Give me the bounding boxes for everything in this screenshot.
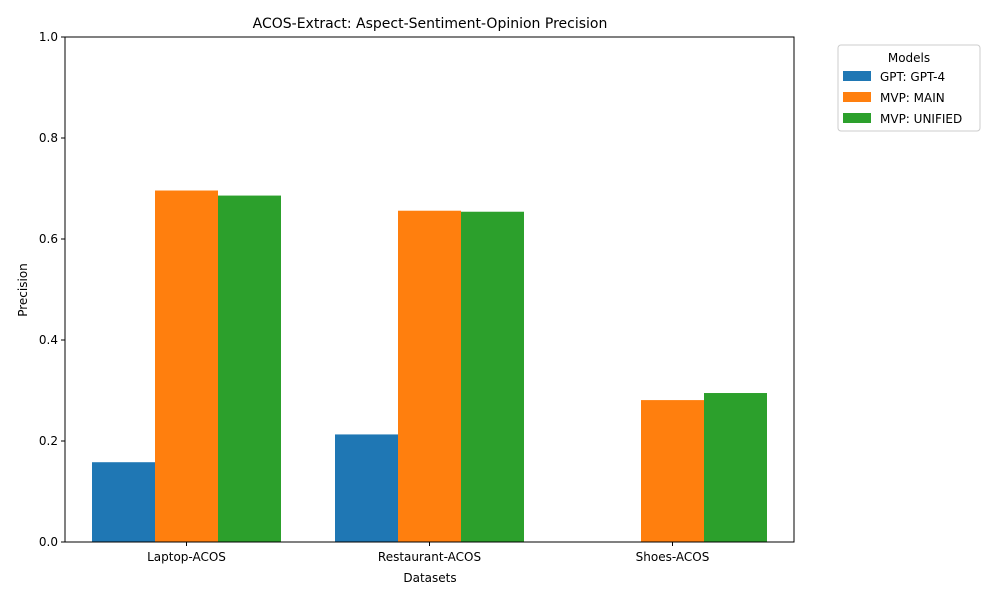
bar-mvp-main-restaurant-acos [398,210,461,542]
y-tick-label: 0.4 [39,333,58,347]
bar-mvp-main-shoes-acos [641,400,704,542]
x-tick-label: Laptop-ACOS [147,550,226,564]
y-tick-label: 0.0 [39,535,58,549]
legend-swatch [843,113,871,123]
x-tick-label: Restaurant-ACOS [378,550,481,564]
y-tick-label: 1.0 [39,30,58,44]
bar-mvp-main-laptop-acos [155,190,218,542]
bar-mvp-unified-laptop-acos [218,195,281,542]
x-tick-label: Shoes-ACOS [636,550,710,564]
chart-title: ACOS-Extract: Aspect-Sentiment-Opinion P… [253,16,608,32]
y-tick-label: 0.6 [39,232,58,246]
legend-swatch [843,92,871,102]
y-axis-title: Precision [16,263,30,317]
legend-title: Models [888,51,930,65]
bar-mvp-unified-restaurant-acos [461,211,524,543]
legend-label: MVP: MAIN [880,91,945,105]
y-tick-label: 0.2 [39,434,58,448]
bar-gpt-gpt-4-restaurant-acos [335,434,398,542]
legend-label: GPT: GPT-4 [880,70,945,84]
y-tick-label: 0.8 [39,131,58,145]
plot-area [64,36,795,543]
bar-gpt-gpt-4-laptop-acos [92,462,155,542]
x-axis-title: Datasets [403,571,456,585]
x-axis: Laptop-ACOS Restaurant-ACOS Shoes-ACOS [147,542,709,564]
y-axis: 0.0 0.2 0.4 0.6 0.8 1.0 [39,30,65,549]
bar-mvp-unified-shoes-acos [704,393,767,542]
legend-label: MVP: UNIFIED [880,112,962,126]
legend-swatch [843,71,871,81]
legend: Models GPT: GPT-4 MVP: MAIN MVP: UNIFIED [837,44,981,132]
legend-frame [837,44,981,132]
